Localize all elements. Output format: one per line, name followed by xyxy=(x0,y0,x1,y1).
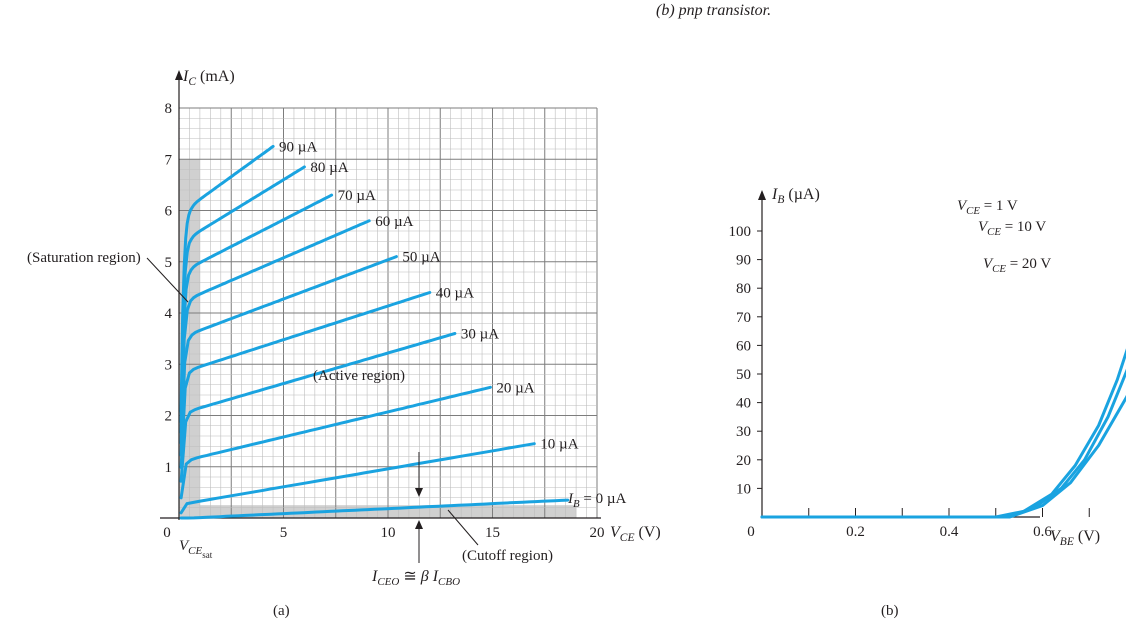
y-tick-label: 80 xyxy=(736,281,751,297)
y-tick-label: 20 xyxy=(736,453,751,469)
ic-curve xyxy=(179,193,334,434)
y-tick-label: 4 xyxy=(165,306,173,322)
x-axis-label: VCE (V) xyxy=(610,524,661,544)
curve-label: 40 µA xyxy=(436,286,474,302)
ic-curve xyxy=(179,332,457,483)
base-characteristics-chart: 10203040506070809010000.20.40.60.81.0IB … xyxy=(729,186,1126,548)
ic-curve xyxy=(179,385,492,500)
ic-curve xyxy=(179,255,398,457)
ic-curve xyxy=(179,219,371,445)
y-tick-label: 7 xyxy=(165,152,173,168)
iceo-arrowhead-up xyxy=(415,520,423,529)
iceo-arrowhead-down xyxy=(415,488,423,497)
y-tick-label: 40 xyxy=(736,396,751,412)
collector-characteristics-chart: 1 2 3 4 5 6 7 8 0 5 10 15 20 IC (mA) VCE (V) 90 µA 80 µA… xyxy=(27,68,661,588)
x-tick-label: 0.4 xyxy=(940,524,959,540)
y-tick-label: 60 xyxy=(736,338,751,354)
y-tick-label: 3 xyxy=(165,357,173,373)
active-region-label: (Active region) xyxy=(313,368,405,384)
ic-curve xyxy=(179,498,570,520)
curve-label: 80 µA xyxy=(310,160,348,176)
x-tick-label: 0.6 xyxy=(1033,524,1052,540)
y-tick-label: 30 xyxy=(736,424,751,440)
x-tick-label: 15 xyxy=(485,525,500,541)
subcaption-a: (a) xyxy=(273,603,290,619)
y-axis-label: IC (mA) xyxy=(182,68,235,88)
curve-label: VCE = 10 V xyxy=(978,219,1046,238)
curve-label: 20 µA xyxy=(496,380,534,396)
cutoff-pointer xyxy=(447,509,479,546)
ic-curve xyxy=(179,442,536,515)
curve-label: 50 µA xyxy=(402,250,440,266)
y-tick-label: 5 xyxy=(165,255,173,271)
x-tick-label: 10 xyxy=(381,525,396,541)
y-tick-label: 50 xyxy=(736,367,751,383)
y-tick-label: 70 xyxy=(736,310,751,326)
curve-label: VCE = 20 V xyxy=(983,256,1051,275)
y-tick-label: 100 xyxy=(729,224,752,240)
figure-caption: (b) pnp transistor. xyxy=(656,2,772,19)
ib-curve xyxy=(760,394,1126,519)
y-tick-label: 8 xyxy=(165,101,173,117)
saturation-region-label: (Saturation region) xyxy=(27,250,141,266)
curve-label: 70 µA xyxy=(338,188,376,204)
curve-label: 30 µA xyxy=(461,327,499,343)
ib-curve xyxy=(760,348,1126,519)
ib-zero-label: IB = 0 µA xyxy=(567,491,626,510)
x-axis-label: VBE (V) xyxy=(1050,528,1100,548)
y-tick-label: 10 xyxy=(736,481,751,497)
x-tick-label: 5 xyxy=(280,525,288,541)
curve-label: 60 µA xyxy=(375,214,413,230)
x-tick-label: 20 xyxy=(590,525,605,541)
x-tick-label: 0 xyxy=(163,525,171,541)
curve-label: VCE = 1 V xyxy=(957,198,1018,217)
vce-sat-label: VCEsat xyxy=(179,538,213,560)
ic-curve xyxy=(179,291,432,469)
ic-curve xyxy=(179,144,275,413)
iceo-equation: ICEO ≅ β ICBO xyxy=(371,568,460,588)
x-tick-label: 0 xyxy=(747,524,755,540)
y-tick-label: 6 xyxy=(165,204,173,220)
x-tick-label: 0.2 xyxy=(846,524,865,540)
subcaption-b: (b) xyxy=(881,603,899,619)
ib-curve xyxy=(760,368,1126,519)
y-tick-label: 1 xyxy=(165,460,173,476)
y-axis-arrow xyxy=(175,70,183,80)
saturation-pointer xyxy=(146,257,189,303)
cutoff-region-label: (Cutoff region) xyxy=(462,548,553,564)
y-axis-arrow xyxy=(758,190,766,200)
y-axis-label: IB (µA) xyxy=(771,186,820,206)
y-tick-label: 90 xyxy=(736,253,751,269)
curve-label: 10 µA xyxy=(540,437,578,453)
curve-label: 90 µA xyxy=(279,139,317,155)
y-tick-label: 2 xyxy=(165,409,173,425)
ic-curve xyxy=(179,165,306,424)
